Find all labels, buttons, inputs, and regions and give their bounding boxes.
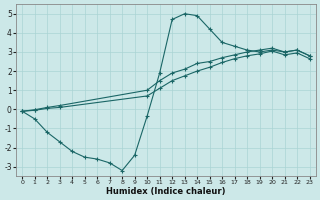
X-axis label: Humidex (Indice chaleur): Humidex (Indice chaleur)	[106, 187, 226, 196]
